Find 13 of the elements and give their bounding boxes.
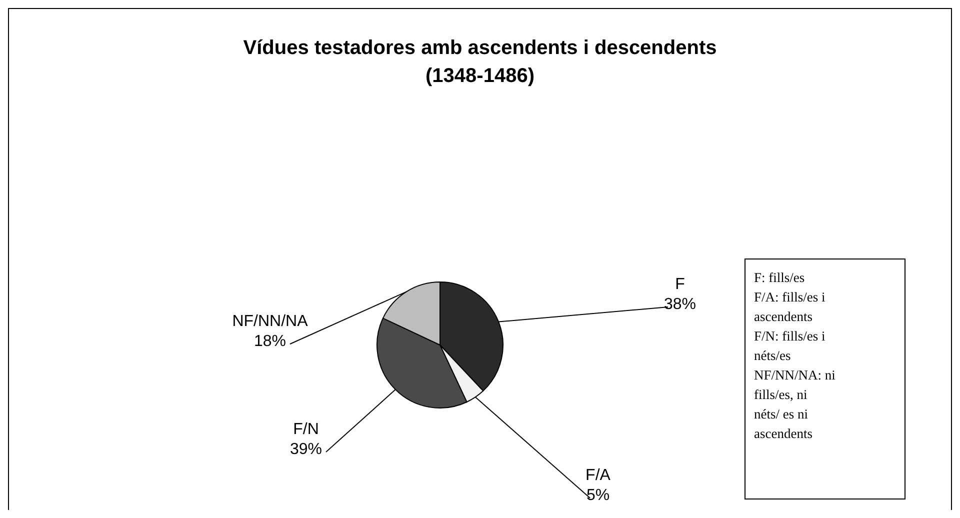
slice-label: F/N — [293, 421, 319, 438]
slice-label: F — [675, 276, 686, 293]
data-label: 39% — [290, 441, 322, 458]
text: NF/NN/NA: ni fills/es, ni néts/ es ni ascendents — [754, 368, 836, 441]
slice-label: F/A — [586, 467, 611, 484]
text: F/A: fills/es i ascendents — [754, 290, 826, 324]
text: F: fills/es — [754, 270, 805, 285]
data-label: 18% — [254, 333, 286, 350]
text: F/N: fills/es i néts/es — [754, 328, 826, 363]
data-label: 5% — [586, 487, 610, 504]
data-label: 38% — [664, 296, 696, 313]
chart-title: Vídues testadores amb ascendents i descendents (1348-1486) — [243, 37, 717, 87]
slice-label: NF/NN/NA — [232, 313, 308, 330]
